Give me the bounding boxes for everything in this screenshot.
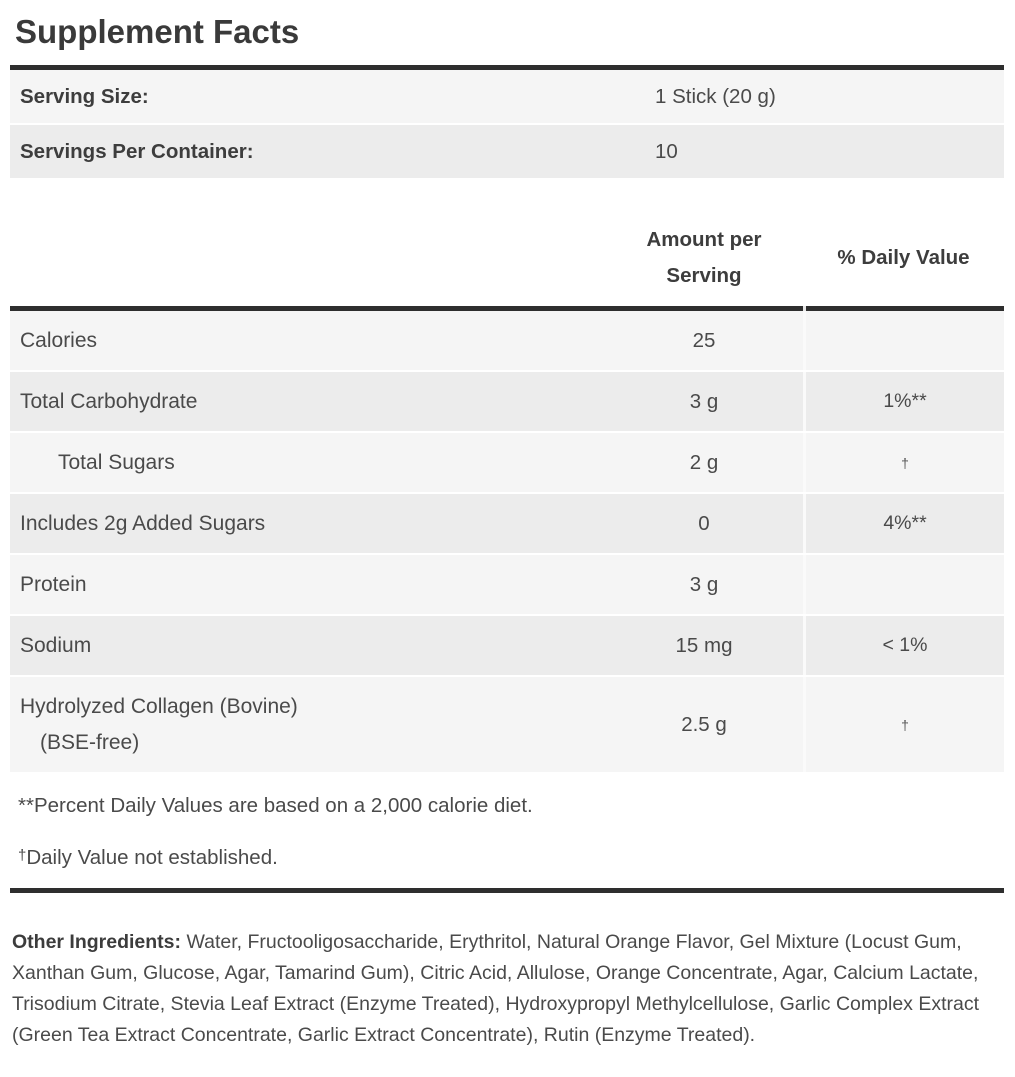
nutrient-daily-value	[803, 555, 1004, 614]
nutrient-name: Calories	[20, 328, 98, 352]
nutrient-amount: 3 g	[689, 389, 719, 413]
servings-per-container-label: Servings Per Container:	[20, 139, 254, 163]
nutrient-name: Sodium	[20, 633, 92, 657]
nutrient-row: Total Sugars 2 g †	[10, 433, 1004, 492]
nutrient-daily-value: †	[803, 677, 1004, 772]
amount-per-serving-header: Amount per Serving	[646, 228, 762, 287]
nutrient-name: Hydrolyzed Collagen (Bovine) (BSE-free)	[10, 689, 605, 760]
nutrient-daily-value: †	[803, 433, 1004, 492]
other-ingredients-label: Other Ingredients:	[12, 931, 182, 953]
nutrient-row: Calories 25	[10, 311, 1004, 370]
nutrient-table-header: Amount per Serving % Daily Value	[10, 178, 1004, 306]
nutrient-daily-value: < 1%	[803, 616, 1004, 675]
nutrient-name: Includes 2g Added Sugars	[20, 511, 266, 535]
nutrient-row: Includes 2g Added Sugars 0 4%**	[10, 494, 1004, 553]
nutrient-row: Protein 3 g	[10, 555, 1004, 614]
serving-size-label: Serving Size:	[20, 84, 149, 108]
nutrient-name: Protein	[20, 572, 87, 596]
nutrient-daily-value	[803, 311, 1004, 370]
page-title: Supplement Facts	[15, 13, 300, 50]
supplement-facts-label: Supplement Facts Serving Size: 1 Stick (…	[10, 0, 1004, 1051]
nutrient-daily-value: 4%**	[803, 494, 1004, 553]
other-ingredients-text: Water, Fructooligosaccharide, Erythritol…	[12, 931, 980, 1046]
nutrient-daily-value: 1%**	[803, 372, 1004, 431]
bottom-divider-bar	[10, 888, 1004, 893]
other-ingredients-paragraph: Other Ingredients: Water, Fructooligosac…	[10, 927, 1004, 1051]
top-divider-bar	[10, 65, 1004, 70]
nutrient-name: Total Carbohydrate	[20, 389, 198, 413]
nutrient-name: Total Sugars	[58, 450, 175, 474]
nutrient-row: Hydrolyzed Collagen (Bovine) (BSE-free) 2…	[10, 677, 1004, 772]
nutrient-row: Total Carbohydrate 3 g 1%**	[10, 372, 1004, 431]
servings-per-container-value: 10	[655, 139, 678, 163]
serving-size-value: 1 Stick (20 g)	[655, 84, 776, 108]
nutrient-name-line2: (BSE-free)	[40, 730, 140, 754]
nutrient-amount: 25	[692, 328, 716, 352]
nutrient-table-body: Calories 25 Total Carbohydrate 3 g 1%** …	[10, 311, 1004, 772]
dagger-footnote: †Daily Value not established.	[18, 846, 278, 869]
serving-size-row: Serving Size: 1 Stick (20 g)	[10, 70, 1004, 123]
nutrient-amount: 2 g	[689, 450, 719, 474]
nutrient-row: Sodium 15 mg < 1%	[10, 616, 1004, 675]
daily-value-footnote: **Percent Daily Values are based on a 2,…	[18, 794, 533, 817]
nutrient-amount: 3 g	[689, 572, 719, 596]
nutrient-amount: 2.5 g	[681, 712, 727, 736]
nutrient-amount: 0	[698, 511, 710, 535]
servings-per-container-row: Servings Per Container: 10	[10, 125, 1004, 178]
nutrient-amount: 15 mg	[675, 633, 733, 657]
daily-value-header: % Daily Value	[837, 246, 970, 269]
header-divider-bar	[10, 306, 1004, 311]
